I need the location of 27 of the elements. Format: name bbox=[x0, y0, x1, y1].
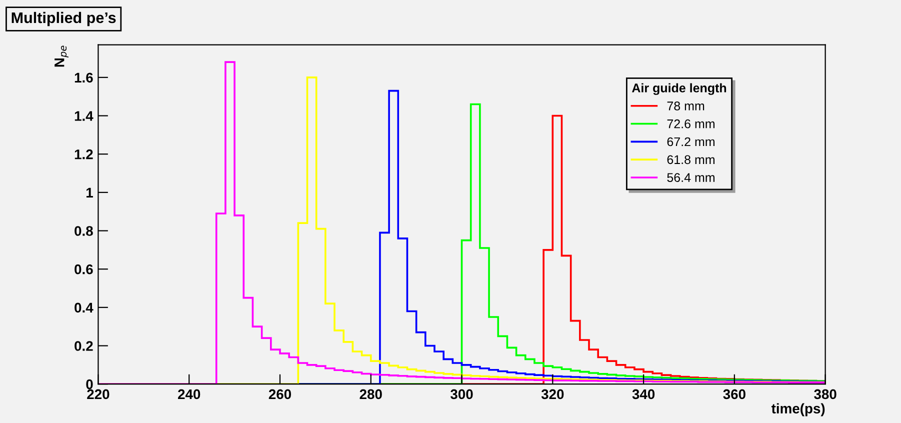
y-tick-label: 1 bbox=[86, 188, 93, 198]
x-tick-label: 380 bbox=[814, 389, 836, 400]
x-tick-label: 260 bbox=[268, 389, 292, 400]
x-axis-title: time(ps) bbox=[771, 403, 825, 416]
x-tick-label: 300 bbox=[450, 389, 473, 400]
chart-title: Multiplied pe’s bbox=[12, 12, 116, 26]
legend-title: Air guide length bbox=[632, 83, 726, 95]
x-tick-label: 220 bbox=[87, 389, 110, 400]
y-tick-label: 0.6 bbox=[74, 264, 93, 274]
legend-label: 78 mm bbox=[667, 102, 704, 110]
y-tick-label: 1.4 bbox=[74, 111, 94, 121]
x-tick-label: 320 bbox=[541, 389, 564, 400]
x-tick-label: 360 bbox=[723, 389, 746, 400]
legend-label: 61.8 mm bbox=[667, 155, 714, 164]
y-tick-label: 0.2 bbox=[74, 341, 93, 351]
y-tick-label: 1.6 bbox=[74, 72, 93, 83]
legend-label: 67.2 mm bbox=[667, 137, 714, 146]
legend-label: 72.6 mm bbox=[667, 119, 714, 128]
y-tick-label: 1.2 bbox=[74, 149, 93, 160]
x-tick-label: 240 bbox=[178, 389, 200, 400]
x-tick-label: 340 bbox=[632, 389, 655, 400]
y-tick-label: 0.4 bbox=[74, 302, 94, 313]
y-tick-label: 0.8 bbox=[74, 226, 93, 236]
x-tick-label: 280 bbox=[360, 389, 382, 400]
y-tick-label: 0 bbox=[86, 379, 93, 390]
legend-label: 56.4 mm bbox=[667, 173, 714, 182]
y-axis-title: N$_{pe}$ bbox=[54, 46, 68, 67]
